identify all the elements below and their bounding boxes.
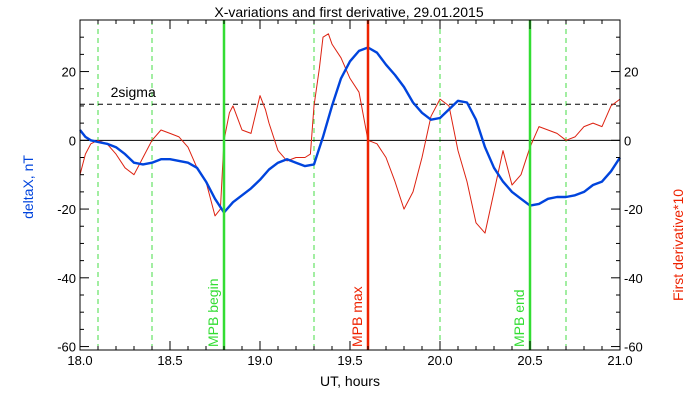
y-right-tick-label: -40 bbox=[624, 271, 643, 286]
x-tick-label: 20.0 bbox=[427, 353, 452, 368]
y-left-axis-label: deltaX, nT bbox=[20, 155, 36, 219]
y-right-tick-label: -60 bbox=[624, 340, 643, 355]
axis-ticks bbox=[79, 20, 621, 350]
chart-title: X-variations and first derivative, 29.01… bbox=[214, 4, 483, 20]
y-right-tick-labels: 20 0 -20 -40 -60 bbox=[624, 65, 643, 355]
x-tick-label: 18.5 bbox=[157, 353, 182, 368]
x-tick-label: 18.0 bbox=[67, 353, 92, 368]
y-right-tick-label: -20 bbox=[624, 202, 643, 217]
x-axis-label: UT, hours bbox=[320, 373, 380, 389]
vline-label-0: MPB begin bbox=[205, 279, 221, 347]
series-layer bbox=[79, 33, 622, 234]
y-left-tick-label: -60 bbox=[57, 340, 76, 355]
x-tick-label: 21.0 bbox=[607, 353, 632, 368]
series-deltaX bbox=[79, 46, 622, 214]
x-tick-label: 20.5 bbox=[517, 353, 542, 368]
y-right-tick-label: 20 bbox=[624, 65, 638, 80]
vline-label-2: MPB end bbox=[511, 289, 527, 347]
y-left-tick-labels: 20 0 -20 -40 -60 bbox=[57, 65, 76, 355]
y-right-axis-label: First derivative*10 bbox=[670, 189, 686, 301]
y-right-tick-label: 0 bbox=[624, 133, 631, 148]
reference-lines bbox=[80, 103, 620, 141]
y-left-tick-label: 20 bbox=[62, 65, 76, 80]
y-left-tick-label: -40 bbox=[57, 271, 76, 286]
x-tick-labels: 18.0 18.5 19.0 19.5 20.0 20.5 21.0 bbox=[67, 353, 632, 368]
y-left-tick-label: -20 bbox=[57, 202, 76, 217]
y-left-tick-label: 0 bbox=[69, 133, 76, 148]
dashed-vertical-lines bbox=[97, 20, 567, 350]
series-derivative bbox=[79, 33, 621, 234]
threshold-label: 2sigma bbox=[111, 84, 156, 100]
vline-label-1: MPB max bbox=[349, 286, 365, 347]
mpb-vertical-lines: MPB begin MPB max MPB end bbox=[205, 20, 532, 350]
x-tick-label: 19.5 bbox=[337, 353, 362, 368]
x-tick-label: 19.0 bbox=[247, 353, 272, 368]
